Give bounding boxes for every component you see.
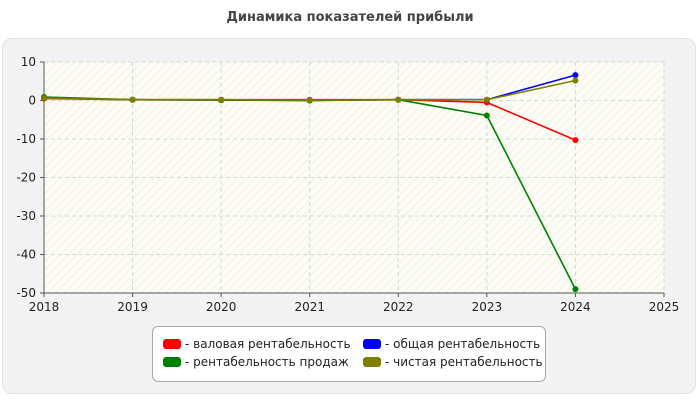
data-point [395, 96, 402, 103]
data-point [41, 95, 47, 102]
y-tick-label: -50 [16, 286, 36, 300]
data-point [572, 72, 579, 79]
legend-item: - рентабельность продаж [163, 355, 349, 369]
legend-item: - валовая рентабельность [163, 337, 351, 351]
legend-label: - валовая рентабельность [185, 337, 351, 351]
y-tick-label: -40 [16, 248, 36, 262]
legend-item: - чистая рентабельность [363, 355, 543, 369]
legend-swatch [163, 357, 181, 367]
y-tick-label: 0 [28, 94, 36, 108]
data-point [129, 96, 136, 103]
y-tick-label: -10 [16, 132, 36, 146]
y-tick-label: -30 [16, 209, 36, 223]
legend-swatch [363, 339, 381, 349]
data-point [572, 286, 579, 293]
x-tick-label: 2018 [29, 300, 60, 314]
data-point [306, 97, 313, 104]
legend-label: - общая рентабельность [385, 337, 541, 351]
x-tick-label: 2024 [560, 300, 591, 314]
x-tick-label: 2023 [472, 300, 503, 314]
x-tick-label: 2019 [117, 300, 148, 314]
legend-swatch [163, 339, 181, 349]
legend-swatch [363, 357, 381, 367]
data-point [218, 96, 225, 103]
data-point [572, 77, 579, 84]
chart-title: Динамика показателей прибыли [226, 10, 474, 25]
x-tick-label: 2020 [206, 300, 237, 314]
legend-item: - общая рентабельность [363, 337, 540, 351]
x-tick-label: 2022 [383, 300, 414, 314]
y-tick-label: 10 [21, 55, 36, 69]
y-tick-label: -20 [16, 171, 36, 185]
legend-label: - чистая рентабельность [385, 355, 543, 369]
data-point [572, 137, 579, 144]
data-point [483, 96, 490, 103]
x-tick-label: 2025 [649, 300, 680, 314]
legend: - валовая рентабельность - общая рентабе… [152, 326, 546, 382]
data-point [483, 112, 490, 119]
x-tick-label: 2021 [294, 300, 325, 314]
legend-label: - рентабельность продаж [185, 355, 349, 369]
